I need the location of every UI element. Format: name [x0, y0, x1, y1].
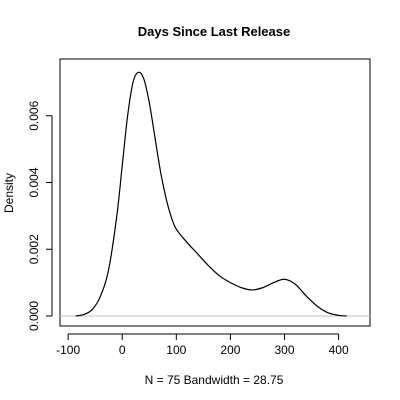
x-tick-label: -100 — [56, 343, 80, 357]
y-axis-label: Density — [2, 173, 16, 213]
y-tick-label: 0.004 — [27, 167, 41, 197]
x-tick-label: 400 — [329, 343, 349, 357]
x-tick-label: 300 — [275, 343, 295, 357]
x-axis: -100 0 100 200 300 400 — [56, 333, 349, 357]
plot-frame — [59, 58, 371, 327]
x-tick-label: 0 — [119, 343, 126, 357]
y-tick-label: 0.006 — [27, 100, 41, 130]
x-axis-label: N = 75 Bandwidth = 28.75 — [145, 373, 284, 387]
density-curve — [75, 71, 347, 317]
chart-title: Days Since Last Release — [138, 24, 290, 39]
y-tick-label: 0.000 — [27, 301, 41, 331]
x-tick-label: 200 — [220, 343, 240, 357]
x-tick-label: 100 — [166, 343, 186, 357]
y-axis: 0.000 0.002 0.004 0.006 — [27, 100, 53, 331]
y-tick-label: 0.002 — [27, 234, 41, 264]
